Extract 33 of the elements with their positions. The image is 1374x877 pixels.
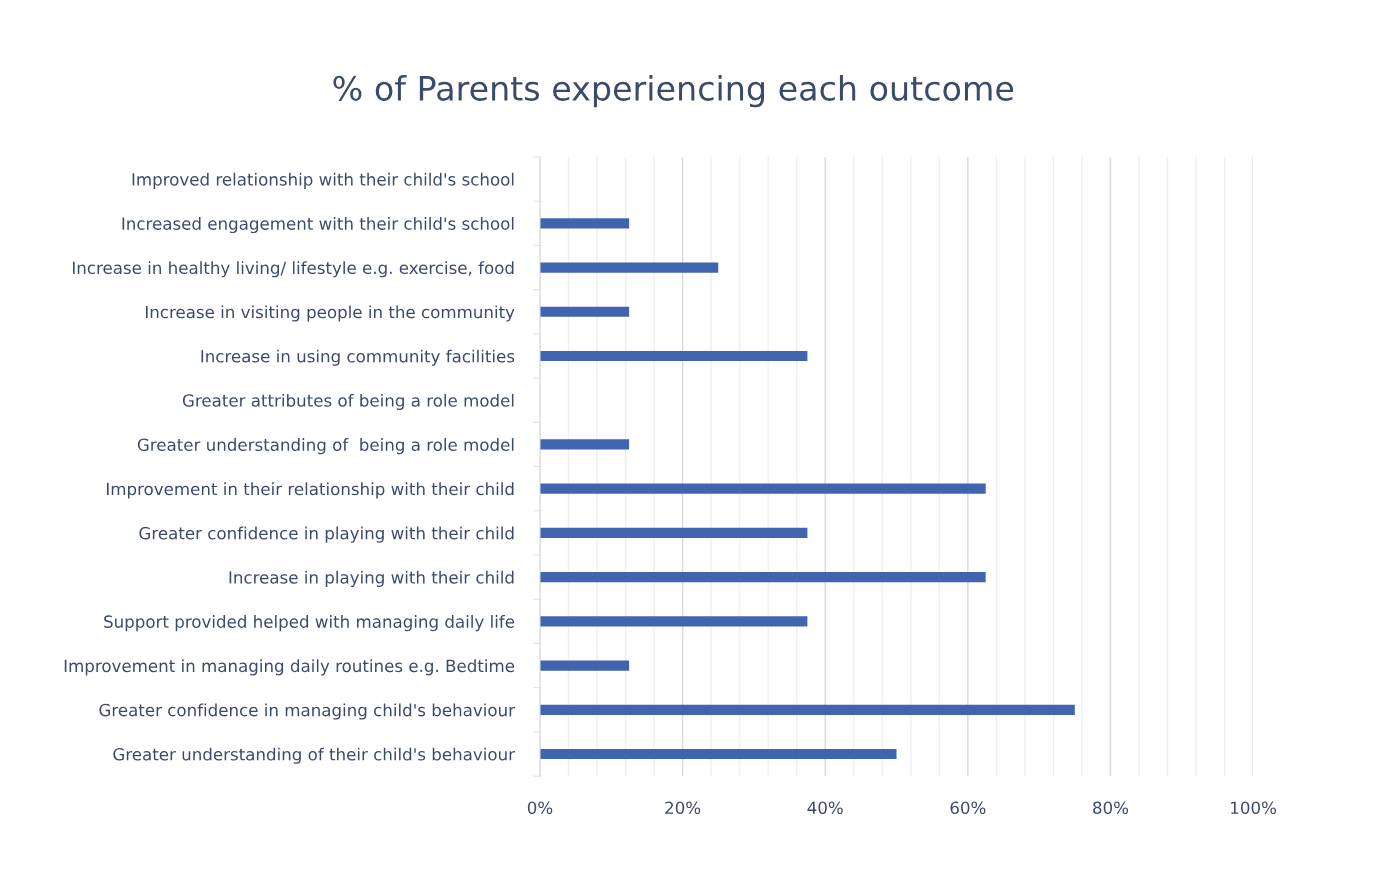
- bar: [539, 616, 808, 627]
- y-tick-label: Greater confidence in playing with their child: [139, 526, 514, 543]
- bar: [539, 439, 630, 450]
- bar: [539, 660, 630, 671]
- y-tick-label: Increased engagement with their child's school: [122, 216, 514, 234]
- y-tick-label: Greater understanding of being a role model: [137, 438, 514, 455]
- y-tick-label: Greater confidence in managing child's behaviour: [99, 703, 515, 720]
- bar: [539, 748, 897, 760]
- bar: [539, 483, 986, 494]
- x-tick-label: 20%: [665, 801, 701, 815]
- x-tick-label: 80%: [1093, 801, 1129, 815]
- x-tick-label: 40%: [807, 801, 843, 815]
- y-tick-label: Increase in healthy living/ lifestyle e.g. exercise, food: [73, 261, 514, 278]
- bar: [539, 218, 630, 229]
- x-tick-label: 60%: [950, 801, 986, 815]
- y-tick-label: Improved relationship with their child's school: [132, 172, 514, 189]
- chart-title: % of Parents experiencing each outcome: [333, 75, 1014, 108]
- x-tick-label: 0%: [527, 801, 553, 815]
- y-tick-label: Increase in visiting people in the community: [145, 305, 515, 322]
- y-tick-label: Support provided helped with managing daily life: [104, 615, 515, 632]
- bar: [539, 572, 986, 583]
- bar: [539, 704, 1075, 715]
- bar: [539, 527, 808, 538]
- y-tick-label: Improvement in managing daily routines e.g. Bedtime: [64, 659, 515, 676]
- x-tick-label: 100%: [1231, 801, 1276, 815]
- y-tick-label: Greater understanding of their child's behaviour: [113, 747, 515, 764]
- bar: [539, 350, 808, 362]
- y-tick-label: Greater attributes of being a role model: [182, 393, 514, 411]
- y-tick-label: Improvement in their relationship with their child: [106, 482, 514, 499]
- y-tick-label: Increase in playing with their child: [229, 570, 514, 587]
- bar: [539, 306, 630, 317]
- y-tick-label: Increase in using community facilities: [201, 349, 515, 366]
- bar: [539, 262, 719, 273]
